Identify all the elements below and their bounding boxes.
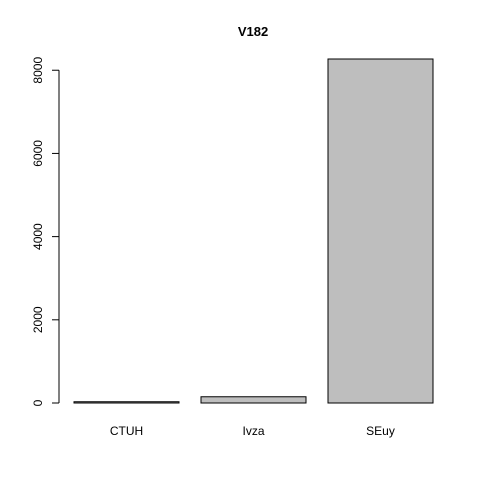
chart-title: V182 — [238, 24, 268, 39]
bar-ivza — [200, 396, 307, 404]
y-tick-label: 8000 — [31, 57, 45, 84]
y-tick-label: 4000 — [31, 223, 45, 250]
x-axis-labels: CTUH Ivza SEuy — [110, 424, 395, 438]
x-category-label: Ivza — [242, 424, 264, 438]
y-tick-label: 2000 — [31, 306, 45, 333]
y-tick-label: 0 — [31, 399, 45, 406]
x-category-label: SEuy — [366, 424, 395, 438]
bar-ctuh — [73, 401, 180, 404]
y-tick-label: 6000 — [31, 140, 45, 167]
bars — [73, 58, 434, 404]
x-category-label: CTUH — [110, 424, 143, 438]
y-axis: 0 2000 4000 6000 8000 — [31, 57, 60, 406]
bar-seuy — [327, 58, 434, 404]
